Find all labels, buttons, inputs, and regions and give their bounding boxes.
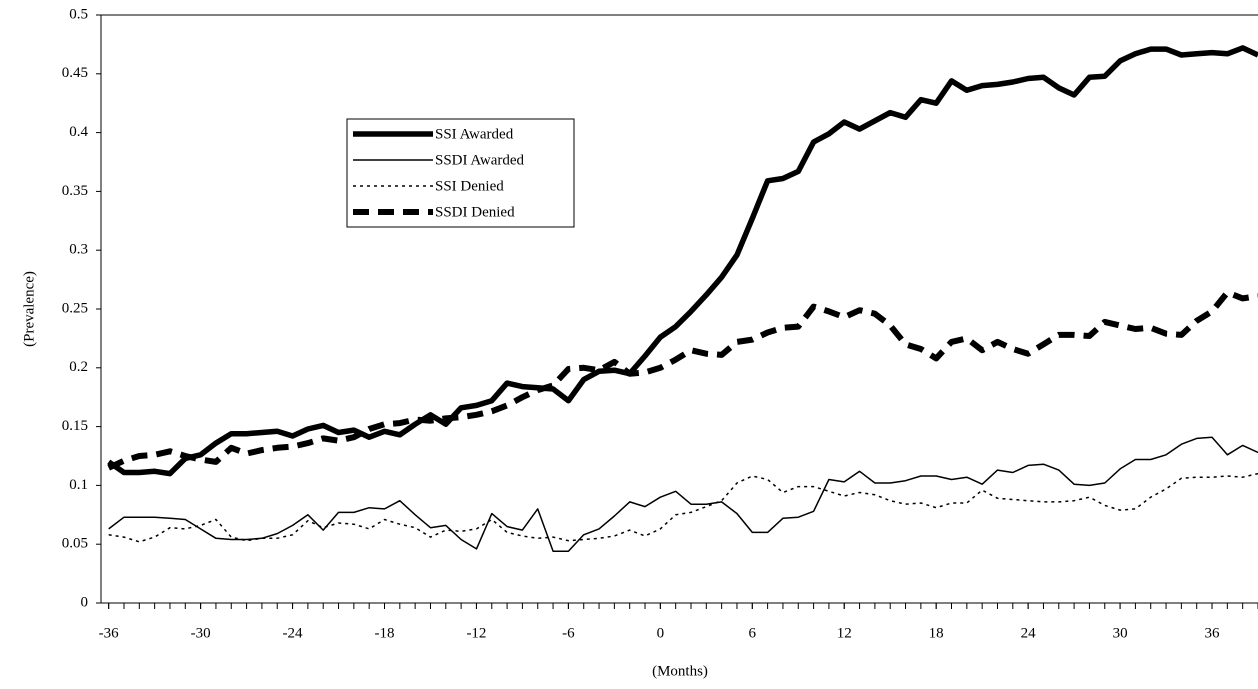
y-tick-label: 0 bbox=[81, 594, 89, 610]
y-tick-label: 0.3 bbox=[69, 242, 88, 258]
x-tick-label: -24 bbox=[283, 625, 303, 641]
legend-label: SSDI Denied bbox=[435, 204, 515, 220]
x-tick-label: -36 bbox=[99, 625, 119, 641]
x-tick-label: 6 bbox=[749, 625, 757, 641]
y-tick-label: 0.2 bbox=[69, 359, 88, 375]
y-tick-label: 0.35 bbox=[62, 183, 88, 199]
x-tick-label: 0 bbox=[657, 625, 665, 641]
x-tick-label: 36 bbox=[1205, 625, 1221, 641]
y-tick-label: 0.15 bbox=[62, 418, 88, 434]
x-tick-label: -18 bbox=[375, 625, 395, 641]
series-line bbox=[108, 472, 1258, 543]
x-tick-label: 12 bbox=[837, 625, 852, 641]
legend-label: SSI Awarded bbox=[435, 126, 514, 142]
legend-label: SSI Denied bbox=[435, 178, 504, 194]
series-line bbox=[108, 436, 1258, 553]
y-tick-label: 0.4 bbox=[69, 124, 88, 140]
x-tick-label: -6 bbox=[562, 625, 575, 641]
legend-label: SSDI Awarded bbox=[435, 152, 525, 168]
x-tick-label: 30 bbox=[1113, 625, 1128, 641]
y-tick-label: 0.45 bbox=[62, 65, 88, 81]
y-tick-label: 0.5 bbox=[69, 6, 88, 22]
y-tick-label: 0.05 bbox=[62, 536, 88, 552]
y-axis-label: (Prevalence) bbox=[21, 271, 37, 347]
x-tick-label: -12 bbox=[466, 625, 486, 641]
x-tick-label: 24 bbox=[1021, 625, 1037, 641]
series-line bbox=[107, 45, 1258, 477]
series-line bbox=[107, 289, 1258, 471]
x-tick-label: -30 bbox=[191, 625, 211, 641]
y-tick-label: 0.1 bbox=[69, 477, 88, 493]
x-axis-label: (Months) bbox=[652, 663, 708, 679]
x-tick-label: 18 bbox=[929, 625, 944, 641]
y-tick-label: 0.25 bbox=[62, 300, 88, 316]
